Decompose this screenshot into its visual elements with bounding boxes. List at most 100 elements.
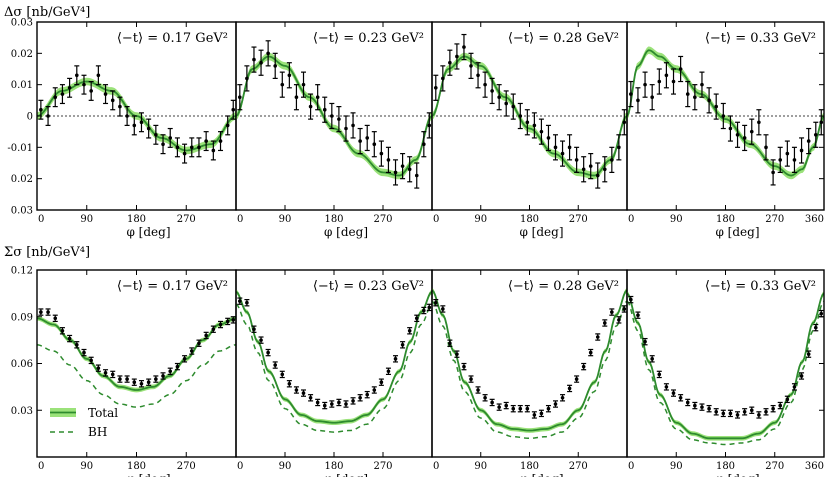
x-tick-label: 180 bbox=[716, 214, 735, 225]
data-marker bbox=[636, 98, 640, 103]
data-point bbox=[468, 375, 474, 383]
data-point bbox=[167, 367, 173, 376]
data-point bbox=[642, 71, 648, 98]
x-tick-label: 90 bbox=[279, 214, 292, 225]
data-point bbox=[685, 80, 691, 108]
data-point bbox=[74, 65, 80, 86]
data-marker bbox=[643, 82, 647, 87]
x-axis-label: φ [deg] bbox=[324, 472, 368, 477]
data-marker bbox=[422, 142, 426, 146]
data-point bbox=[454, 43, 460, 70]
data-point bbox=[609, 146, 615, 173]
data-point bbox=[110, 370, 116, 379]
data-point bbox=[706, 404, 712, 413]
data-point bbox=[635, 87, 641, 114]
data-marker bbox=[414, 316, 419, 321]
data-marker bbox=[636, 313, 640, 317]
data-marker bbox=[238, 299, 242, 303]
data-marker bbox=[96, 366, 101, 370]
data-marker bbox=[231, 318, 236, 322]
panel-sum-1: 0 90 180 270 φ [deg] ⟨−t⟩ = 0.17 GeV² bbox=[36, 269, 237, 477]
x-tick-label: 270 bbox=[765, 214, 784, 225]
data-point bbox=[182, 143, 188, 164]
x-axis-label: φ [deg] bbox=[126, 472, 170, 477]
data-point bbox=[777, 401, 783, 410]
data-point bbox=[588, 348, 594, 357]
data-marker bbox=[337, 400, 341, 405]
data-point bbox=[685, 398, 691, 407]
data-marker bbox=[53, 316, 58, 321]
total-band bbox=[236, 52, 432, 180]
data-point bbox=[545, 404, 551, 413]
data-marker bbox=[735, 413, 740, 417]
data-marker bbox=[799, 148, 804, 153]
data-point bbox=[371, 386, 377, 394]
y-tick-label: -0.01 bbox=[7, 143, 33, 154]
data-marker bbox=[204, 139, 208, 143]
data-marker bbox=[103, 92, 108, 96]
data-marker bbox=[211, 327, 216, 332]
data-point bbox=[385, 146, 391, 173]
data-point bbox=[301, 389, 307, 397]
data-marker bbox=[110, 98, 115, 103]
y-tick-label: 0.02 bbox=[11, 49, 33, 60]
x-tick-label: 90 bbox=[670, 214, 683, 225]
data-marker bbox=[553, 402, 558, 406]
data-point bbox=[230, 316, 236, 324]
x-tick-label: 90 bbox=[474, 214, 487, 225]
data-point bbox=[301, 71, 307, 98]
panel-sum-2: 0 90 180 270 φ [deg] ⟨−t⟩ = 0.23 GeV² bbox=[235, 269, 433, 477]
data-point bbox=[153, 124, 159, 145]
data-marker bbox=[372, 142, 377, 146]
data-point bbox=[237, 297, 243, 305]
data-point bbox=[244, 299, 250, 307]
data-marker bbox=[799, 374, 804, 378]
data-marker bbox=[714, 410, 718, 414]
data-point bbox=[531, 112, 537, 139]
data-marker bbox=[714, 104, 718, 109]
total-band bbox=[432, 287, 627, 433]
data-marker bbox=[132, 123, 137, 128]
data-marker bbox=[532, 413, 537, 417]
data-marker bbox=[617, 145, 621, 150]
data-marker bbox=[469, 377, 473, 381]
data-marker bbox=[581, 364, 586, 369]
data-marker bbox=[546, 136, 551, 140]
data-point bbox=[642, 337, 648, 346]
data-marker bbox=[118, 377, 122, 381]
y-tick-label: 0.03 bbox=[11, 18, 33, 29]
data-marker bbox=[422, 308, 426, 313]
data-point bbox=[628, 80, 634, 108]
x-tick-label: 270 bbox=[569, 461, 588, 472]
data-marker bbox=[218, 139, 223, 143]
data-point bbox=[560, 140, 566, 167]
data-point bbox=[482, 394, 488, 402]
data-point bbox=[574, 146, 580, 173]
data-marker bbox=[118, 104, 122, 109]
legend-bh-label: BH bbox=[88, 425, 107, 439]
data-point bbox=[203, 131, 209, 152]
data-marker bbox=[175, 145, 180, 150]
data-marker bbox=[813, 325, 818, 330]
panel-label: ⟨−t⟩ = 0.23 GeV² bbox=[313, 31, 424, 46]
data-marker bbox=[813, 133, 818, 137]
data-marker bbox=[749, 129, 754, 134]
data-marker bbox=[197, 341, 201, 346]
data-point bbox=[799, 372, 805, 380]
panel-frame bbox=[626, 269, 825, 458]
data-marker bbox=[39, 107, 43, 112]
data-marker bbox=[252, 327, 256, 332]
data-marker bbox=[125, 114, 129, 118]
data-marker bbox=[161, 142, 165, 146]
x-tick-label: 180 bbox=[127, 461, 146, 472]
data-point bbox=[567, 384, 573, 393]
data-point bbox=[621, 305, 627, 313]
x-tick-label: 270 bbox=[373, 461, 392, 472]
data-marker bbox=[771, 406, 775, 411]
data-marker bbox=[53, 95, 58, 99]
data-point bbox=[799, 137, 805, 164]
data-marker bbox=[671, 79, 676, 84]
x-tick-label: 360 bbox=[805, 214, 824, 225]
legend-total-label: Total bbox=[88, 406, 118, 420]
